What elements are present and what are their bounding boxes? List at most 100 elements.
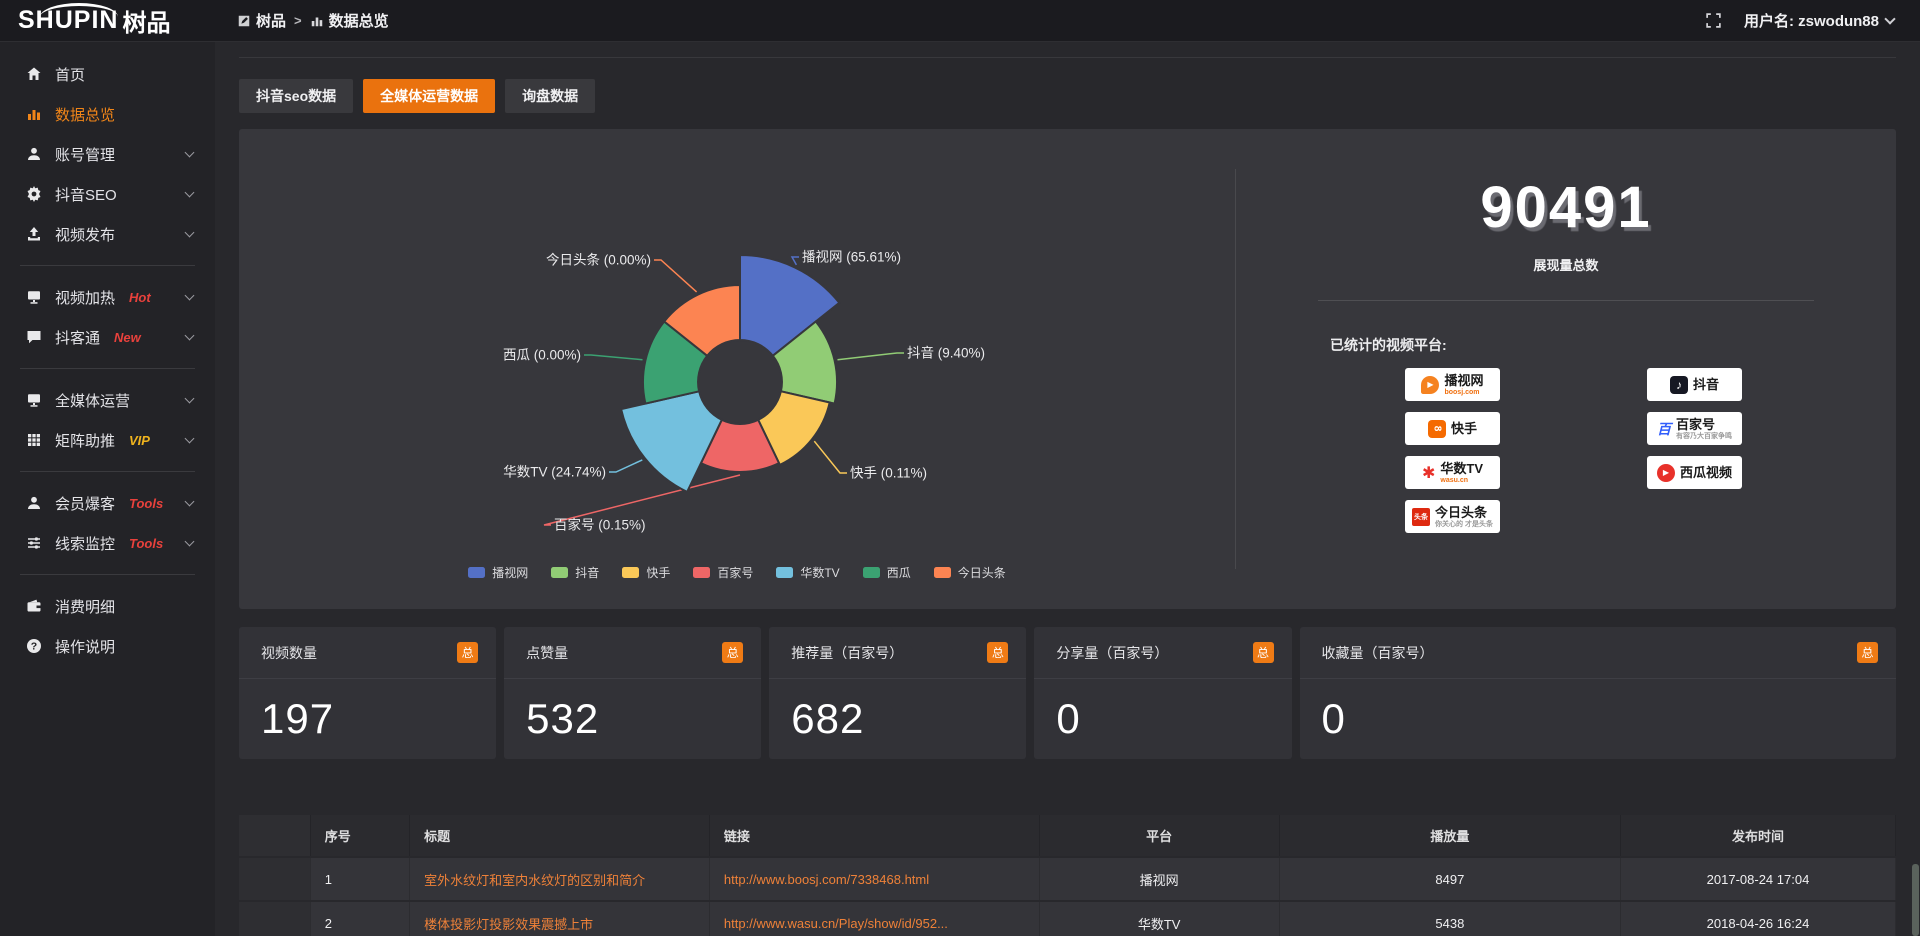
sidebar-item-label: 首页 [55,66,86,84]
total-badge[interactable]: 总 [1857,642,1879,663]
sidebar-item-抖音SEO[interactable]: 抖音SEO [0,174,215,214]
legend-item-今日头条[interactable]: 今日头条 [933,564,1006,581]
sidebar-item-label: 抖客通 [55,329,101,347]
platform-badge-今日头条[interactable]: 头条 今日头条 你关心的 才是头条 [1405,500,1500,533]
legend-label: 抖音 [575,566,600,580]
topbar: SHUPIN 树品 树品 > 数据总览 用户名: zswodun88 [0,0,1920,42]
platform-badge-西瓜视频[interactable]: ▶ 西瓜视频 [1647,456,1742,489]
summary-panel: 90491 展现量总数 已统计的视频平台: ▶ 播视网 boosj.com 8 快手 ✱ 华… [1235,169,1896,569]
pie-label-快手: 快手 (0.11%) [850,466,927,481]
sidebar-item-label: 账号管理 [55,146,116,164]
legend-swatch [468,567,486,578]
pie-slice-播视网[interactable] [739,253,841,358]
cell-link[interactable]: http://www.wasu.cn/Play/show/id/952... [709,900,1040,936]
pie-label-西瓜: 西瓜 (0.00%) [503,348,581,363]
main-content: 抖音seo数据 全媒体运营数据 询盘数据 播视网 (65.61%) 抖音 (9.40%… [215,42,1920,936]
legend-item-快手[interactable]: 快手 [622,564,670,581]
sidebar-badge-Tools: Tools [129,535,164,551]
chevron-down-icon [184,536,195,547]
total-badge[interactable]: 总 [987,642,1009,663]
pie-label-line-今日头条 [654,259,698,293]
legend-item-华数TV[interactable]: 华数TV [776,564,840,581]
cell-link[interactable]: http://www.boosj.com/7338468.html [709,856,1040,901]
fullscreen-icon[interactable] [1705,12,1722,29]
pie-slice-快手[interactable] [756,390,831,467]
gear-icon [26,186,42,202]
chevron-down-icon [184,187,195,198]
sidebar-item-数据总览[interactable]: 数据总览 [0,94,215,134]
sidebar-badge-New: New [114,329,141,345]
cell-platform: 华数TV [1039,900,1280,936]
column-header-标题: 标题 [409,815,710,857]
scrollbar-thumb[interactable] [1912,864,1919,936]
pie-label-百家号: 百家号 (0.15%) [554,517,646,533]
sidebar-item-操作说明[interactable]: ? 操作说明 [0,626,215,666]
stat-card-label: 推荐量（百家号） [791,644,904,661]
platform-badge-华数TV[interactable]: ✱ 华数TV wasu.cn [1405,456,1500,489]
platform-name-group: 华数TV wasu.cn [1440,462,1483,484]
platform-subtext: wasu.cn [1440,476,1469,484]
tab-抖音seo数据[interactable]: 抖音seo数据 [239,79,354,113]
cell-title[interactable]: 室外水纹灯和室内水纹灯的区别和简介 [409,856,710,901]
sidebar-item-视频发布[interactable]: 视频发布 [0,214,215,254]
toutiao-icon: 头条 [1412,507,1431,526]
tab-询盘数据[interactable]: 询盘数据 [505,79,596,113]
column-header-发布时间: 发布时间 [1620,815,1897,857]
sidebar-item-抖客通[interactable]: 抖客通 New [0,317,215,357]
stat-card-header: 推荐量（百家号） 总 [769,627,1027,679]
stat-card-header: 点赞量 总 [504,627,762,679]
total-badge[interactable]: 总 [1252,642,1274,663]
sidebar-item-消费明细[interactable]: 消费明细 [0,586,215,626]
pie-slice-华数TV[interactable] [619,390,724,494]
page-scrollbar[interactable] [1912,42,1919,936]
legend-item-抖音[interactable]: 抖音 [551,564,599,581]
content-top-divider [239,57,1896,58]
sidebar-item-会员爆客[interactable]: 会员爆客 Tools [0,483,215,523]
legend-item-百家号[interactable]: 百家号 [693,564,753,581]
chevron-down-icon [184,393,195,404]
breadcrumb-current-label: 数据总览 [328,13,389,30]
stat-card-label: 分享量（百家号） [1056,644,1169,661]
total-badge[interactable]: 总 [457,642,479,663]
pie-label-line-快手 [813,440,847,474]
summary-divider [1318,300,1814,301]
platform-badge-快手[interactable]: 8 快手 [1405,412,1500,445]
sidebar-item-矩阵助推[interactable]: 矩阵助推 VIP [0,420,215,460]
stat-card-header: 收藏量（百家号） 总 [1299,627,1897,679]
cell-index: 2 [310,900,411,936]
username-label: 用户名: zswodun88 [1743,13,1879,30]
platform-name: 西瓜视频 [1679,465,1732,480]
sidebar-item-label: 线索监控 [55,535,116,553]
sidebar-item-label: 矩阵助推 [55,432,116,450]
breadcrumb-root[interactable]: 树品 [237,10,286,31]
sidebar-item-label: 数据总览 [55,106,116,124]
sidebar-item-视频加热[interactable]: 视频加热 Hot [0,277,215,317]
pie-slice-今日头条[interactable] [662,283,741,358]
legend-swatch [862,567,880,578]
sidebar-item-首页[interactable]: 首页 [0,54,215,94]
stat-card-推荐量（百家号）: 推荐量（百家号） 总 682 [769,627,1027,759]
legend-item-西瓜[interactable]: 西瓜 [862,564,911,581]
platform-badge-百家号[interactable]: 百百家号 有容乃大百家争鸣 [1647,412,1742,445]
total-badge[interactable]: 总 [722,642,744,663]
stat-card-分享量（百家号）: 分享量（百家号） 总 0 [1034,627,1292,759]
sidebar-item-全媒体运营[interactable]: 全媒体运营 [0,380,215,420]
sidebar-item-线索监控[interactable]: 线索监控 Tools [0,523,215,563]
breadcrumb-current[interactable]: 数据总览 [310,10,389,31]
platform-badge-播视网[interactable]: ▶ 播视网 boosj.com [1405,368,1500,401]
platform-name-group: 抖音 [1693,378,1719,391]
sliders-icon [26,535,42,551]
platforms-label: 已统计的视频平台: [1330,337,1447,353]
legend-swatch [933,567,951,578]
cell-title[interactable]: 楼体投影灯投影效果震撼上市 [409,900,710,936]
user-menu[interactable]: 用户名: zswodun88 [1743,10,1896,31]
pie-slice-抖音[interactable] [771,320,839,405]
platform-badge-抖音[interactable]: ♪ 抖音 [1647,368,1742,401]
tab-全媒体运营数据[interactable]: 全媒体运营数据 [363,79,496,113]
legend-swatch [551,567,569,578]
pie-label-line-播视网 [790,256,799,266]
sidebar-item-账号管理[interactable]: 账号管理 [0,134,215,174]
legend-item-播视网[interactable]: 播视网 [468,564,528,581]
app-logo: SHUPIN 树品 [0,0,215,41]
rose-pie-chart[interactable]: 播视网 (65.61%) 抖音 (9.40%) 快手 (0.11%) 百家号 (0.1… [239,129,1235,559]
